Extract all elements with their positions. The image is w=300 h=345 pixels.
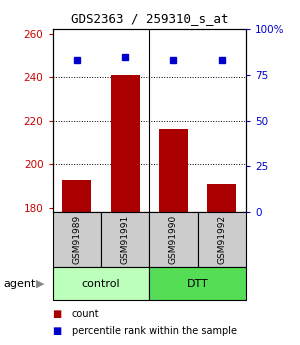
Text: DTT: DTT bbox=[187, 279, 208, 289]
Text: ■: ■ bbox=[52, 309, 62, 319]
Bar bbox=[149, 212, 198, 267]
Text: GSM91989: GSM91989 bbox=[72, 215, 81, 264]
Text: count: count bbox=[72, 309, 100, 319]
Text: GSM91991: GSM91991 bbox=[121, 215, 130, 264]
Bar bbox=[101, 212, 149, 267]
Text: ▶: ▶ bbox=[36, 279, 45, 289]
Text: percentile rank within the sample: percentile rank within the sample bbox=[72, 326, 237, 336]
Text: GSM91990: GSM91990 bbox=[169, 215, 178, 264]
Bar bbox=[198, 212, 246, 267]
Bar bbox=[52, 212, 101, 267]
Text: agent: agent bbox=[3, 279, 35, 289]
Text: control: control bbox=[82, 279, 120, 289]
Bar bbox=[62, 179, 91, 212]
Text: ■: ■ bbox=[52, 326, 62, 336]
Bar bbox=[207, 184, 236, 212]
Bar bbox=[111, 75, 140, 212]
Bar bbox=[159, 129, 188, 212]
Bar bbox=[52, 267, 149, 300]
Text: GSM91992: GSM91992 bbox=[217, 215, 226, 264]
Bar bbox=[149, 267, 246, 300]
Text: GDS2363 / 259310_s_at: GDS2363 / 259310_s_at bbox=[71, 12, 229, 25]
